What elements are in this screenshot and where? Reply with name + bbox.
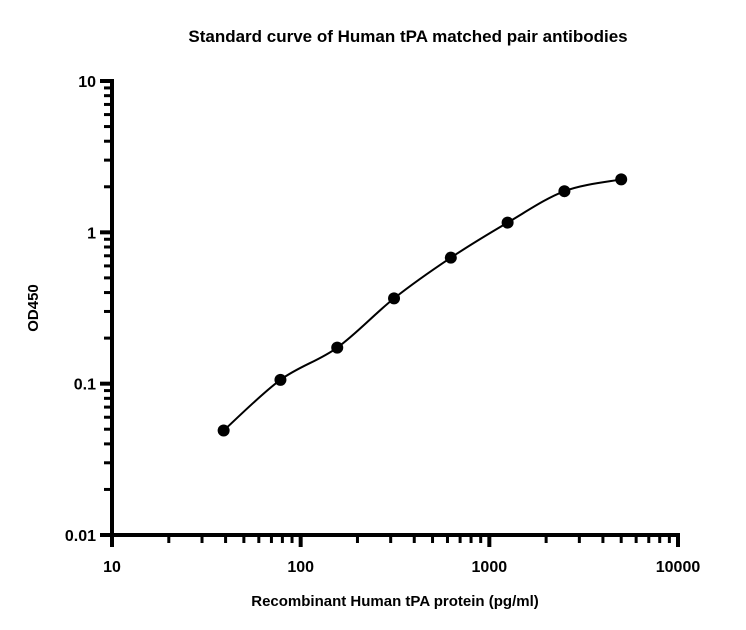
x-tick-label: 1000 <box>472 559 508 576</box>
data-point <box>274 373 287 386</box>
axes <box>100 79 680 547</box>
y-axis-label: OD450 <box>25 284 42 332</box>
data-point <box>388 292 401 305</box>
y-tick-label: 10 <box>78 74 96 91</box>
data-point <box>501 216 514 229</box>
data-point <box>615 173 628 186</box>
y-tick-label: 0.1 <box>74 377 96 394</box>
y-tick-label: 0.01 <box>65 528 96 545</box>
chart-title: Standard curve of Human tPA matched pair… <box>188 27 627 46</box>
x-axis-label: Recombinant Human tPA protein (pg/ml) <box>251 593 539 610</box>
tick-labels: 10 100 1000 10000 0.01 0.1 1 10 <box>65 74 700 576</box>
data-point <box>331 341 344 354</box>
data-point <box>444 251 457 264</box>
x-tick-label: 10000 <box>656 559 701 576</box>
data-point <box>558 185 571 198</box>
data-point <box>217 424 230 437</box>
x-tick-label: 100 <box>287 559 314 576</box>
x-tick-label: 10 <box>103 559 121 576</box>
data-points <box>217 173 628 437</box>
y-tick-label: 1 <box>87 225 96 242</box>
fit-curve <box>222 178 622 432</box>
